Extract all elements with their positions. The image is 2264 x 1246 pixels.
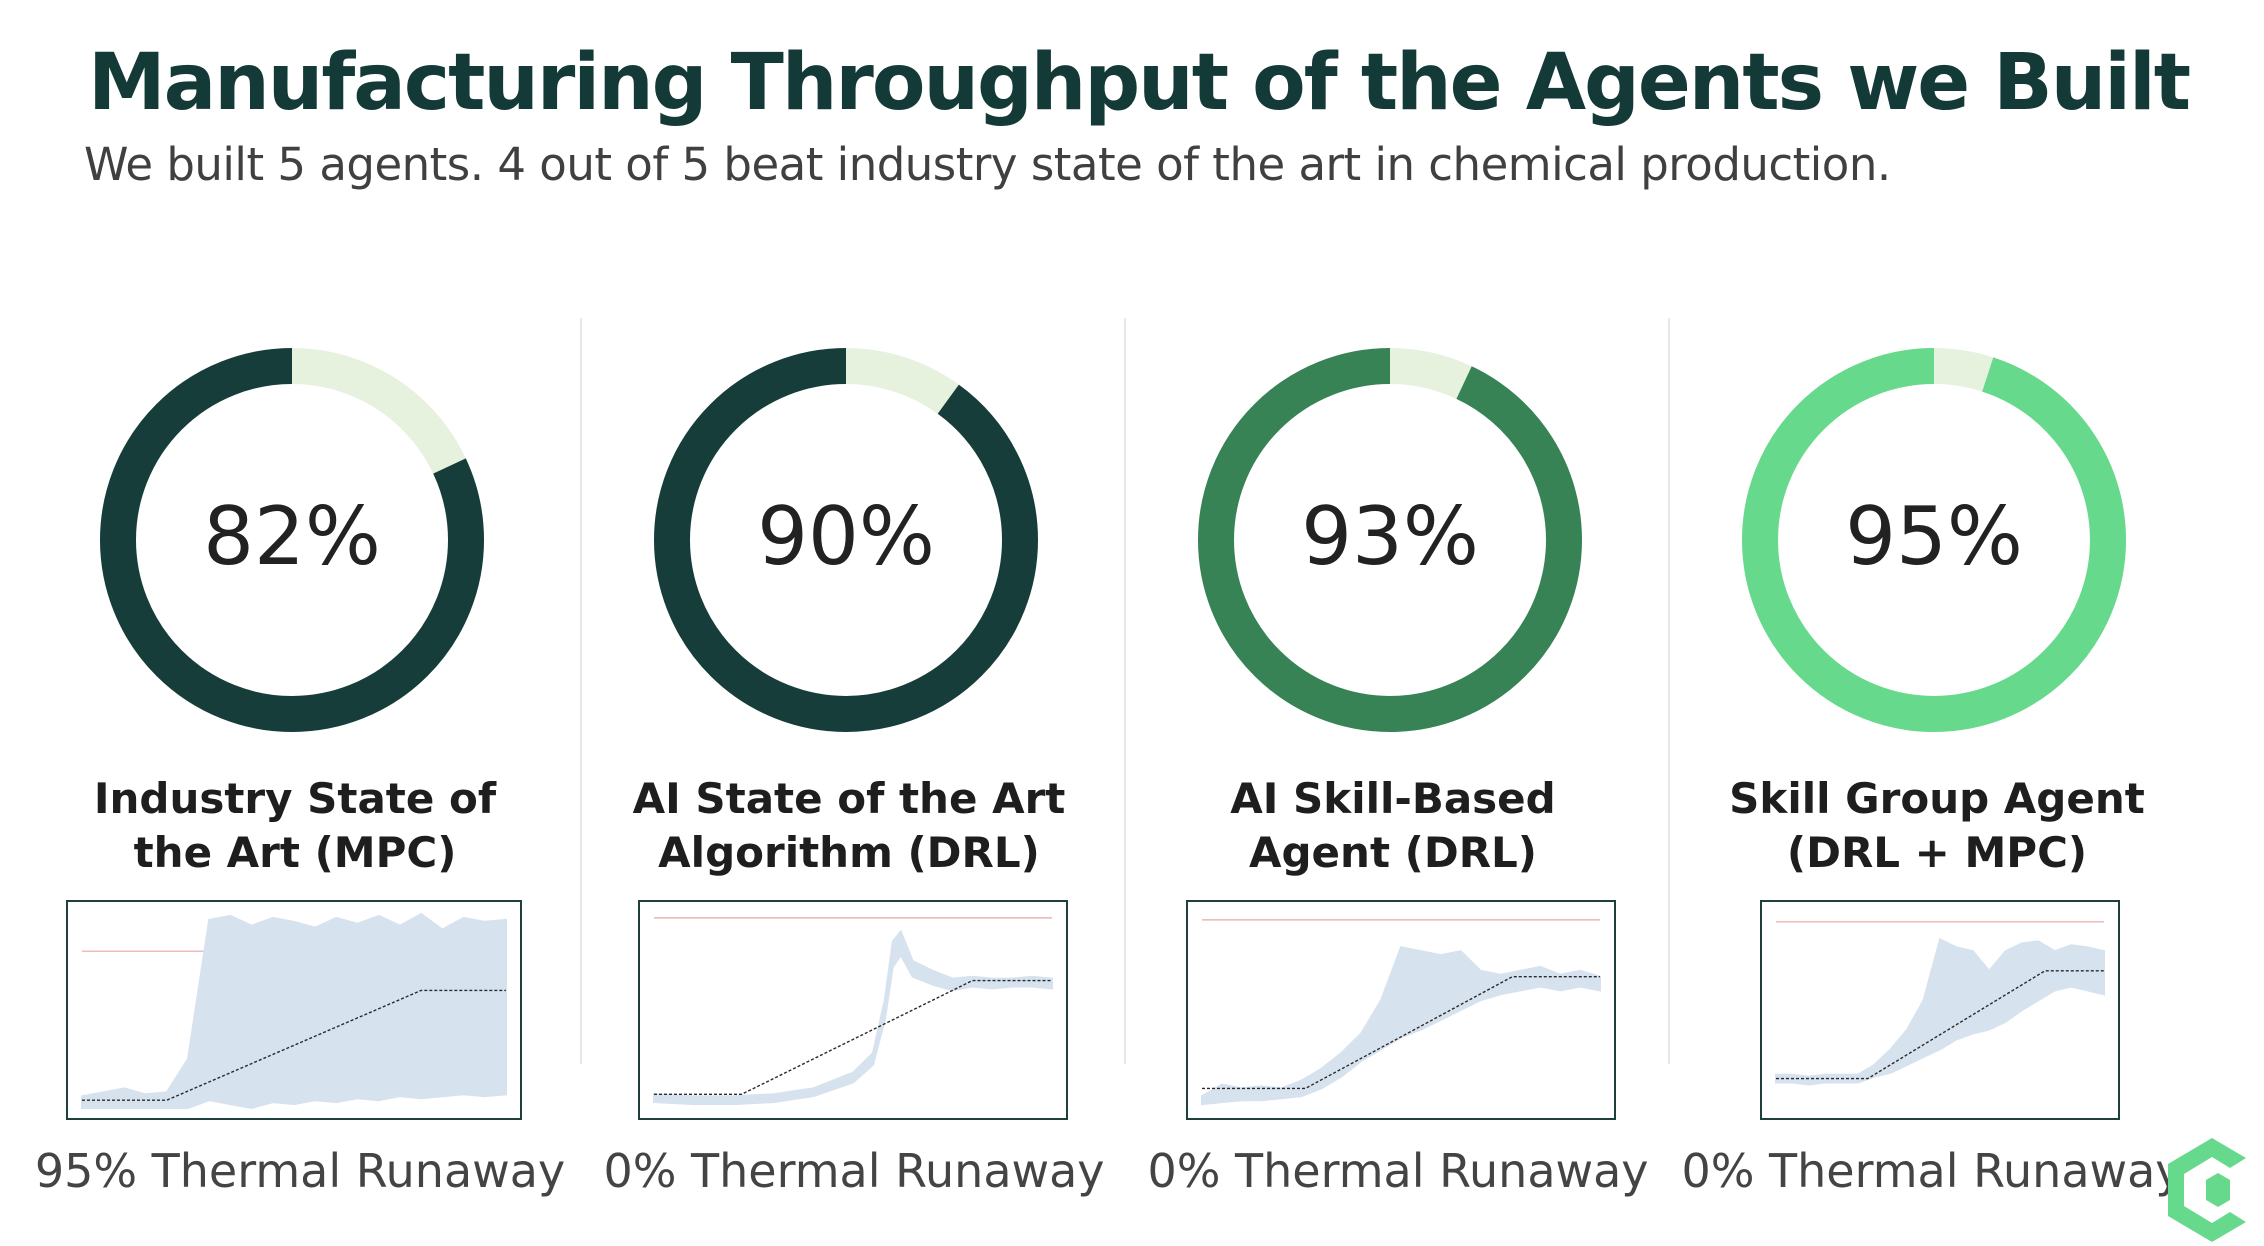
setpoint-line xyxy=(654,979,1052,1096)
donut-value-arc xyxy=(1742,348,2126,732)
agent-name-line: AI Skill-Based xyxy=(1230,774,1556,823)
temperature-range-band xyxy=(81,912,507,1110)
panel-divider xyxy=(580,318,582,1064)
panel-divider xyxy=(1668,318,1670,1064)
thermal-runaway-label: 0% Thermal Runaway xyxy=(1147,1144,1649,1198)
agent-name-line: Skill Group Agent xyxy=(1729,774,2145,823)
page-title: Manufacturing Throughput of the Agents w… xyxy=(88,38,2191,128)
agent-name-line: (DRL + MPC) xyxy=(1786,828,2088,877)
temperature-range-band xyxy=(1201,946,1601,1106)
panel-divider xyxy=(1124,318,1126,1064)
throughput-percent-label: 90% xyxy=(757,490,935,583)
agent-name-line: AI State of the Art xyxy=(632,774,1066,823)
agent-name-line: Agent (DRL) xyxy=(1248,828,1537,877)
donut-value-arc xyxy=(654,348,1038,732)
agent-panel-1: 82% Industry State of the Art (MPC) 95% … xyxy=(20,0,570,1246)
hexagon-c-logo-icon xyxy=(2168,1138,2246,1242)
throughput-percent-label: 93% xyxy=(1301,490,1479,583)
agent-name-line: the Art (MPC) xyxy=(133,828,457,877)
thermal-runaway-label: 0% Thermal Runaway xyxy=(1681,1144,2183,1198)
thermal-runaway-label: 0% Thermal Runaway xyxy=(603,1144,1105,1198)
agent-name: Industry State of the Art (MPC) xyxy=(20,772,570,880)
agent-panel-3: 93% AI Skill-Based Agent (DRL) 0% Therma… xyxy=(1118,0,1668,1246)
page-subtitle: We built 5 agents. 4 out of 5 beat indus… xyxy=(84,138,1891,191)
temperature-trace-plot xyxy=(66,900,522,1120)
temperature-trace-plot xyxy=(1186,900,1616,1120)
agent-name: Skill Group Agent (DRL + MPC) xyxy=(1662,772,2212,880)
temperature-trace-plot xyxy=(1760,900,2120,1120)
agent-panel-2: 90% AI State of the Art Algorithm (DRL) … xyxy=(574,0,1124,1246)
donut-value-arc xyxy=(100,348,484,732)
agent-panel-4: 95% Skill Group Agent (DRL + MPC) 0% The… xyxy=(1662,0,2212,1246)
setpoint-line xyxy=(1202,975,1600,1090)
agent-name-line: Algorithm (DRL) xyxy=(658,828,1040,877)
thermal-runaway-label: 95% Thermal Runaway xyxy=(34,1144,566,1198)
temperature-range-band xyxy=(653,929,1053,1106)
throughput-donut xyxy=(1742,348,2126,732)
temperature-range-band xyxy=(1775,937,2105,1086)
agent-name-line: Industry State of xyxy=(93,774,497,823)
throughput-donut xyxy=(1198,348,1582,732)
setpoint-line xyxy=(82,989,506,1101)
throughput-percent-label: 82% xyxy=(203,490,381,583)
throughput-donut xyxy=(654,348,1038,732)
agent-name: AI Skill-Based Agent (DRL) xyxy=(1118,772,1668,880)
throughput-percent-label: 95% xyxy=(1845,490,2023,583)
throughput-donut xyxy=(100,348,484,732)
setpoint-line xyxy=(1776,970,2104,1080)
donut-value-arc xyxy=(1198,348,1582,732)
temperature-trace-plot xyxy=(638,900,1068,1120)
agent-name: AI State of the Art Algorithm (DRL) xyxy=(574,772,1124,880)
